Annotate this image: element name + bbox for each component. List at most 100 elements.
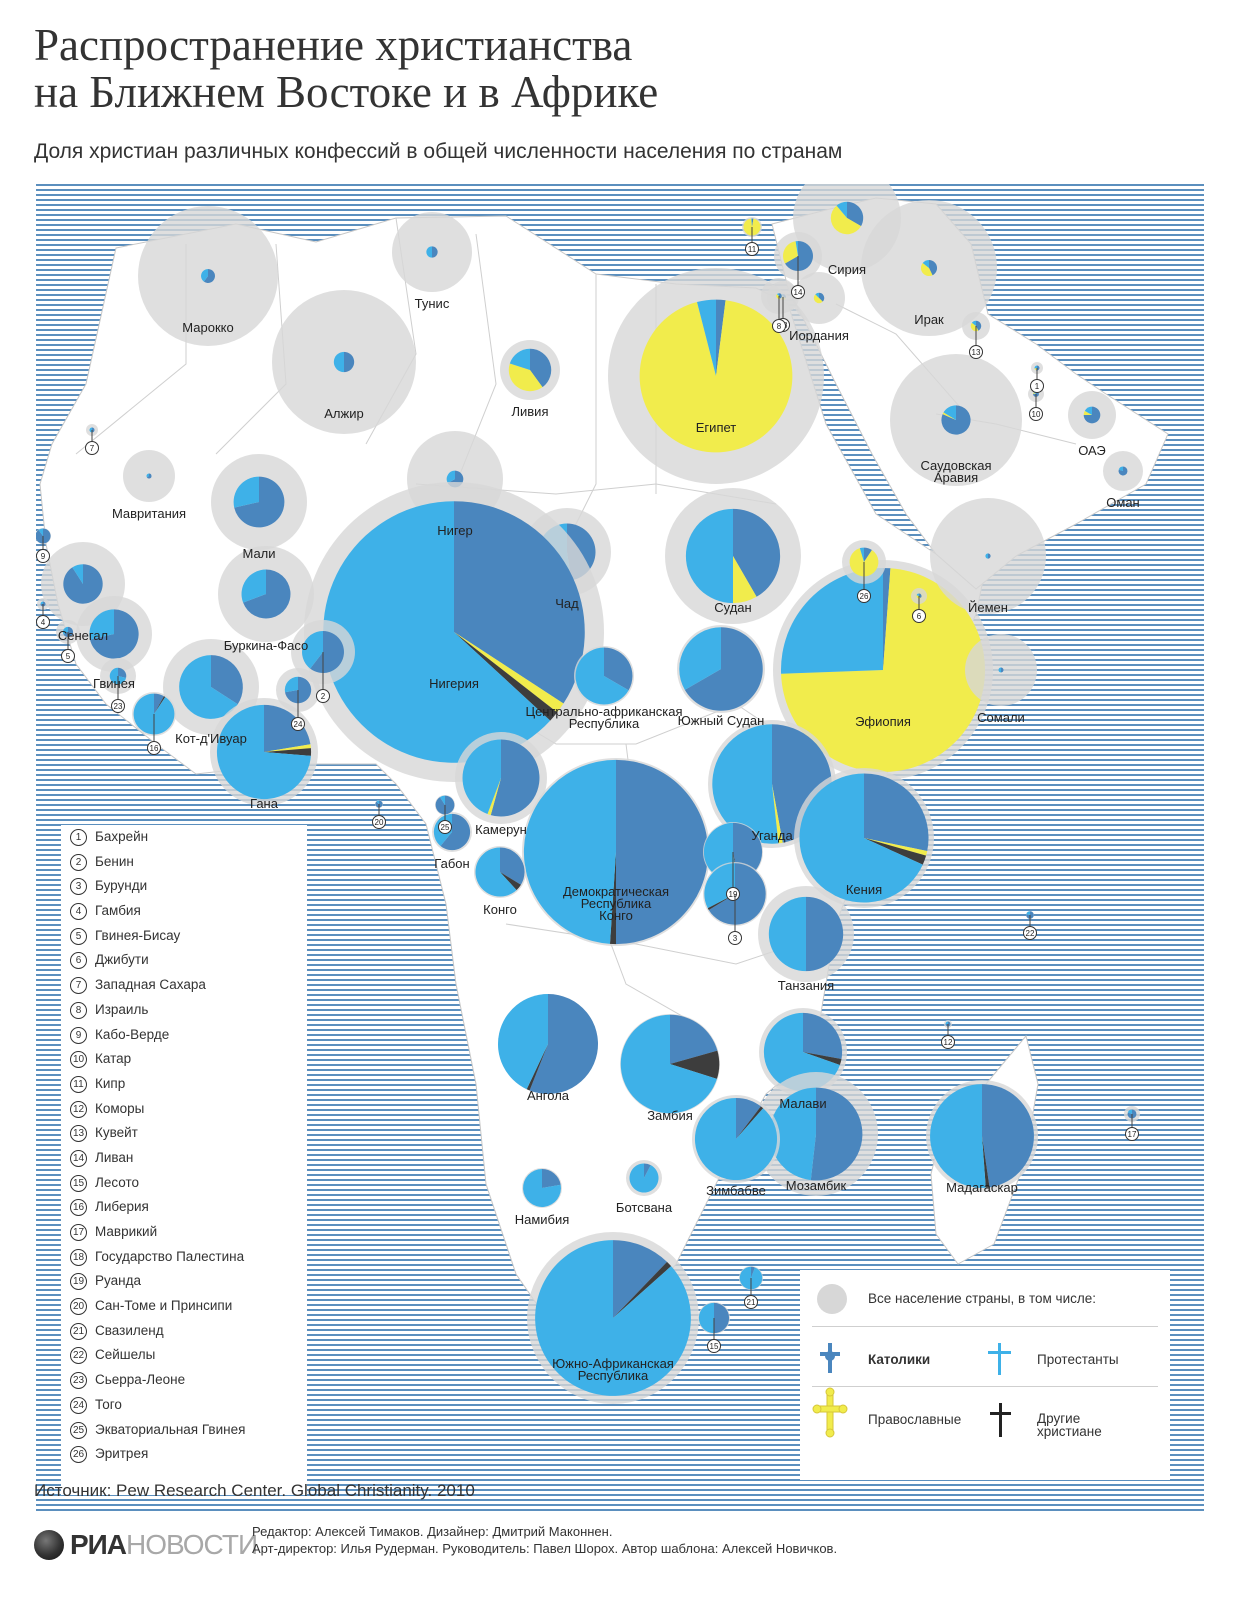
orthodox-slice	[639, 300, 793, 453]
other-slice	[500, 872, 521, 891]
legend-country-name: Израиль	[95, 1001, 149, 1017]
country-bubble	[890, 354, 1022, 486]
country-bubble	[1068, 391, 1116, 439]
legend-country-name: Руанда	[95, 1273, 141, 1289]
protestant-slice	[284, 676, 298, 693]
legend-item: 22 Сейшелы	[61, 1343, 307, 1368]
title-line-1: Распространение христианства	[34, 20, 633, 70]
legend-number-badge: 8	[70, 1001, 87, 1019]
country-bubble	[497, 994, 598, 1094]
callout-number: 20	[375, 818, 384, 827]
legend-country-name: Гамбия	[95, 903, 141, 919]
orthodox-slice	[264, 744, 311, 752]
orthodox-slice	[942, 412, 956, 420]
legend-item: 1 Бахрейн	[61, 825, 307, 850]
country-label: Зимбабве	[706, 1183, 766, 1198]
legend-item: 13 Кувейт	[61, 1121, 307, 1146]
catholic-slice	[500, 847, 525, 885]
country-bubble	[758, 886, 854, 982]
callout-badge	[36, 615, 50, 629]
protestant-slice	[922, 259, 929, 268]
catholic-cross-icon	[820, 1343, 840, 1373]
catholic-slice	[670, 1014, 718, 1064]
country-label: Алжир	[324, 406, 363, 421]
protestant-slice	[945, 1021, 948, 1024]
protestant-slice	[575, 647, 629, 705]
callout-number: 21	[747, 1298, 756, 1307]
country-label: Малави	[779, 1096, 826, 1111]
legend-country-name: Кабо-Верде	[95, 1026, 170, 1042]
protestant-slice	[943, 405, 956, 420]
catholic-slice	[713, 1302, 730, 1334]
orthodox-slice	[508, 363, 543, 392]
other-slice	[454, 632, 558, 721]
catholic-slice	[542, 1169, 561, 1188]
key-separator-2	[812, 1386, 1158, 1387]
protestant-slice	[509, 348, 530, 370]
country-label: Южный Судан	[678, 713, 765, 728]
country-label: Буркина-Фасо	[224, 638, 309, 653]
protestant-slice	[535, 1240, 691, 1396]
country-label: Ливия	[511, 404, 548, 419]
catholic-slice	[976, 320, 982, 331]
catholic-slice	[1001, 667, 1004, 673]
callout-number: 11	[748, 245, 757, 254]
protestant-slice	[697, 299, 716, 376]
country-label: Танзания	[778, 978, 834, 993]
country-label: Судан	[714, 600, 751, 615]
other-slice	[526, 1044, 548, 1091]
catholic-slice	[919, 593, 922, 599]
catholic-slice	[988, 553, 991, 559]
other-slice	[154, 696, 166, 714]
country-label: Гана	[250, 796, 279, 811]
legend-item: 9 Кабо-Верде	[61, 1023, 307, 1048]
country-label: Кения	[846, 882, 882, 897]
callout-number: 12	[944, 1038, 953, 1047]
map-canvas: Марокко Алжир Тунис Ливия Египет Мавритания Ма…	[36, 184, 1169, 1404]
country-bubble	[76, 596, 152, 672]
protestant-slice	[916, 593, 919, 596]
legend-number-badge: 3	[70, 878, 87, 896]
catholic-slice	[847, 201, 864, 227]
callout-badge	[372, 815, 386, 829]
other-slice	[864, 838, 927, 865]
catholic-slice	[146, 473, 152, 479]
legend-item: 14 Ливан	[61, 1146, 307, 1171]
legend-number-badge: 12	[70, 1100, 87, 1118]
orthodox-slice	[1083, 410, 1092, 415]
other-slice	[736, 1106, 764, 1139]
legend-item: 11 Кипр	[61, 1072, 307, 1097]
catholic-slice	[604, 647, 633, 691]
catholic-slice	[982, 1084, 1034, 1188]
country-bubble	[522, 758, 710, 946]
legend-number-badge: 23	[70, 1372, 87, 1390]
country-label: Ангола	[527, 1088, 570, 1103]
catholic-slice	[929, 259, 938, 276]
country-labels: Марокко Алжир Тунис Ливия Египет Мавритания Ма…	[36, 227, 1140, 1383]
protestant-slice	[89, 427, 92, 433]
callout-number: 4	[41, 618, 46, 627]
confession-key: Все население страны, в том числе: Катол…	[800, 1270, 1170, 1480]
country-label: Ирак	[914, 312, 944, 327]
protestant-slice	[777, 293, 779, 296]
legend-item: 25 Экваториальная Гвинея	[61, 1418, 307, 1443]
orthodox-slice	[772, 784, 783, 844]
protestant-slice	[302, 631, 323, 669]
country-bubble	[574, 646, 634, 706]
legend-item: 26 Эритрея	[61, 1442, 307, 1467]
country-label: Центрально-африканская Республика	[525, 704, 682, 731]
country-bubble	[1103, 451, 1143, 491]
callout-number: 2	[321, 692, 326, 701]
credits-line-2: Арт-директор: Илья Рудерман. Руководител…	[252, 1541, 838, 1556]
protestant-slice	[523, 1169, 561, 1207]
callout-number: 15	[710, 1342, 719, 1351]
other-cross-icon	[990, 1403, 1011, 1437]
country-label: Мавритания	[112, 506, 186, 521]
callout-number: 14	[794, 288, 803, 297]
legend-country-name: Бенин	[95, 853, 134, 869]
callout-badge	[745, 242, 759, 256]
callout-number: 5	[66, 652, 71, 661]
other-slice	[803, 1052, 842, 1065]
country-label: Нигерия	[429, 676, 479, 691]
catholic-slice	[490, 739, 540, 817]
